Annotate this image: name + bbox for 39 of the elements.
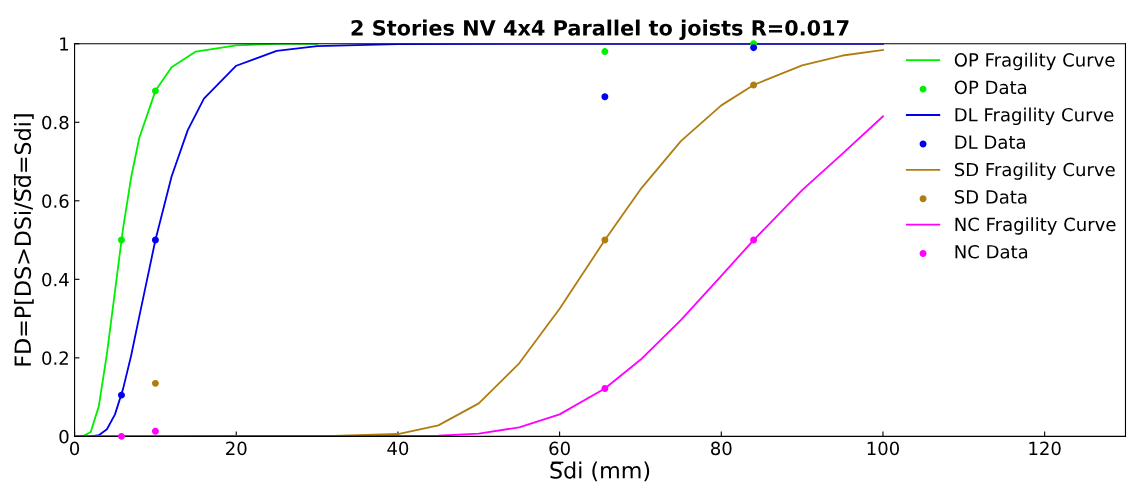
legend-label: OP Data: [954, 80, 1027, 95]
point: [601, 384, 609, 392]
y-tick-label: 0.2: [42, 351, 68, 365]
y-axis-title: FD=P[DS>DSi/S̅d̅=Sdi]: [13, 114, 34, 366]
point: [750, 81, 758, 89]
point: [117, 432, 125, 440]
point: [117, 236, 125, 244]
point: [151, 87, 159, 95]
y-tick-label: 1: [60, 37, 69, 51]
legend-label: NC Fragility Curve: [955, 217, 1116, 235]
x-tick-label: 40: [387, 441, 409, 456]
y-tick-label: 0.8: [42, 115, 69, 130]
chart-title: 2 Stories NV 4x4 Parallel to joists R=0.017: [351, 19, 849, 40]
y-tick-label: 0.6: [42, 194, 69, 208]
legend-label: DL Fragility Curve: [955, 107, 1114, 126]
y-tick-label: 0.4: [42, 272, 69, 287]
x-tick-label: 60: [549, 441, 570, 456]
point: [117, 391, 125, 399]
x-axis-title: S̅di (mm): [550, 461, 650, 482]
x-tick-label: 20: [226, 441, 247, 456]
y-tick-label: 0: [59, 429, 69, 444]
x-tick-label: 120: [1029, 441, 1061, 456]
point: [750, 44, 758, 52]
legend-label: SD Fragility Curve: [954, 162, 1115, 180]
line-series: [74, 115, 884, 437]
point: [151, 379, 159, 387]
x-tick-label: 100: [867, 441, 899, 456]
x-tick-label: 0: [70, 441, 80, 456]
point: [151, 236, 159, 244]
point: [601, 93, 609, 101]
point: [151, 427, 159, 435]
x-tick-label: 80: [711, 441, 732, 456]
legend-label: OP Fragility Curve: [954, 52, 1115, 71]
legend-label: DL Data: [955, 135, 1025, 149]
legend-label: SD Data: [954, 190, 1027, 204]
point: [601, 48, 609, 56]
point: [750, 236, 758, 244]
point: [601, 236, 609, 244]
legend-label: NC Data: [955, 244, 1028, 259]
